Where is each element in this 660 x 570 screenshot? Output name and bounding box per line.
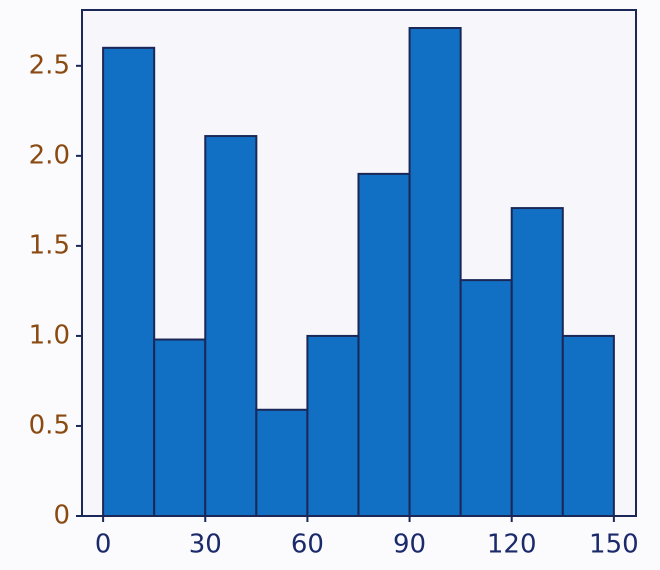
bar xyxy=(306,334,360,517)
x-tick-label: 0 xyxy=(95,530,112,560)
x-tick-label: 120 xyxy=(487,530,537,560)
x-tick-label: 150 xyxy=(589,530,639,560)
plot-frame xyxy=(81,9,637,517)
bar xyxy=(408,27,462,518)
bar xyxy=(459,279,513,517)
x-tick-label: 60 xyxy=(291,530,324,560)
y-tick-label: 1.0 xyxy=(29,320,70,350)
bar xyxy=(204,135,258,517)
bar xyxy=(153,338,207,517)
y-tick-label: 0.5 xyxy=(29,410,70,440)
y-tick-label: 2.0 xyxy=(29,140,70,170)
bar xyxy=(357,172,411,517)
y-tick-label: 1.5 xyxy=(29,230,70,260)
x-tick-label: 30 xyxy=(189,530,222,560)
bar xyxy=(510,207,564,518)
x-tick-label: 90 xyxy=(393,530,426,560)
bar xyxy=(561,334,615,517)
bar xyxy=(255,408,309,517)
y-tick-label: 0 xyxy=(53,501,70,531)
bar xyxy=(102,46,156,518)
y-tick-label: 2.5 xyxy=(29,50,70,80)
